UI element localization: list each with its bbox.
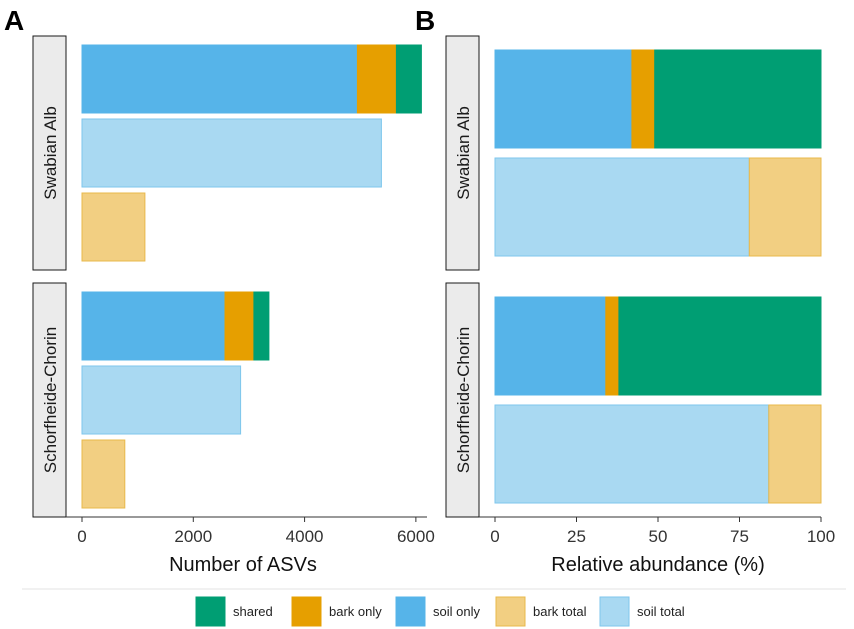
legend-label-bark-total: bark total [533, 604, 587, 619]
strip-schorfheide-chorin-b [445, 282, 480, 518]
legend-label-soil-total: soil total [637, 604, 685, 619]
bar-a-swabian-alb-bark-total [81, 192, 146, 262]
legend-label-soil-only: soil only [433, 604, 480, 619]
strip-swabian-alb-b [445, 35, 480, 271]
bar-a-schorfheide-chorin-soil-total [81, 365, 242, 435]
x-tick-label-b-3: 75 [730, 527, 749, 546]
panel-a-facet-strips: Swabian Alb Schorfheide-Chorin [32, 35, 67, 518]
legend-swatch-bark-only [291, 596, 322, 627]
legend-swatch-soil-total [599, 596, 630, 627]
bar-a-schorfheide-chorin-bark-total [81, 439, 126, 509]
x-tick-label-a-0: 0 [77, 527, 86, 546]
bar-a-schorfheide-chorin-soil-only [81, 291, 226, 361]
panel-a: Swabian Alb Schorfheide-Chorin 0 2000 4000… [32, 35, 435, 576]
strip-label-schorfheide-chorin-a: Schorfheide-Chorin [41, 327, 60, 473]
bar-b-schorfheide-chorin-soil-total [494, 404, 770, 504]
x-tick-label-b-4: 100 [807, 527, 835, 546]
bar-b-swabian-alb-soil-total [494, 157, 750, 257]
bar-b-schorfheide-chorin-bark-only [605, 296, 620, 396]
bar-a-schorfheide-chorin-shared [253, 291, 270, 361]
strip-schorfheide-chorin-a [32, 282, 67, 518]
strip-label-schorfheide-chorin-b: Schorfheide-Chorin [454, 327, 473, 473]
panel-b-facet-strips: Swabian Alb Schorfheide-Chorin [445, 35, 480, 518]
bar-b-swabian-alb-bark-total [748, 157, 822, 257]
bar-a-swabian-alb-soil-total [81, 118, 382, 188]
strip-swabian-alb-a [32, 35, 67, 271]
bar-b-swabian-alb-soil-only [494, 49, 633, 149]
bar-a-swabian-alb-soil-only [81, 44, 358, 114]
x-tick-label-b-1: 25 [567, 527, 586, 546]
legend-swatch-soil-only [395, 596, 426, 627]
strip-label-swabian-alb-b: Swabian Alb [454, 106, 473, 200]
panel-b: Swabian Alb Schorfheide-Chorin 0 25 50 75 10… [445, 35, 835, 576]
bar-a-swabian-alb-shared [395, 44, 422, 114]
bar-a-swabian-alb-bark-only [356, 44, 397, 114]
bar-b-schorfheide-chorin-soil-only [494, 296, 607, 396]
panel-letter-a: A [4, 5, 24, 36]
x-axis-title-a: Number of ASVs [169, 554, 317, 576]
x-tick-label-b-0: 0 [490, 527, 499, 546]
panel-a-bars [81, 44, 422, 509]
strip-label-swabian-alb-a: Swabian Alb [41, 106, 60, 200]
bar-a-schorfheide-chorin-bark-only [224, 291, 255, 361]
panel-letter-b: B [415, 5, 435, 36]
panel-b-x-axis: 0 25 50 75 100 [479, 516, 835, 546]
legend: shared bark only soil only bark total soil t… [195, 596, 685, 627]
x-tick-label-a-2: 4000 [286, 527, 324, 546]
bar-b-schorfheide-chorin-shared [618, 296, 822, 396]
panel-b-bars [494, 49, 822, 504]
x-tick-label-a-1: 2000 [174, 527, 212, 546]
x-axis-title-b: Relative abundance (%) [551, 554, 764, 576]
legend-swatch-shared [195, 596, 226, 627]
panel-a-x-axis: 0 2000 4000 6000 [66, 516, 435, 546]
bar-b-swabian-alb-shared [654, 49, 822, 149]
legend-swatch-bark-total [495, 596, 526, 627]
x-tick-label-b-2: 50 [649, 527, 668, 546]
bar-b-swabian-alb-bark-only [631, 49, 656, 149]
legend-label-shared: shared [233, 604, 273, 619]
bar-b-schorfheide-chorin-bark-total [768, 404, 822, 504]
legend-label-bark-only: bark only [329, 604, 382, 619]
x-tick-label-a-3: 6000 [397, 527, 435, 546]
